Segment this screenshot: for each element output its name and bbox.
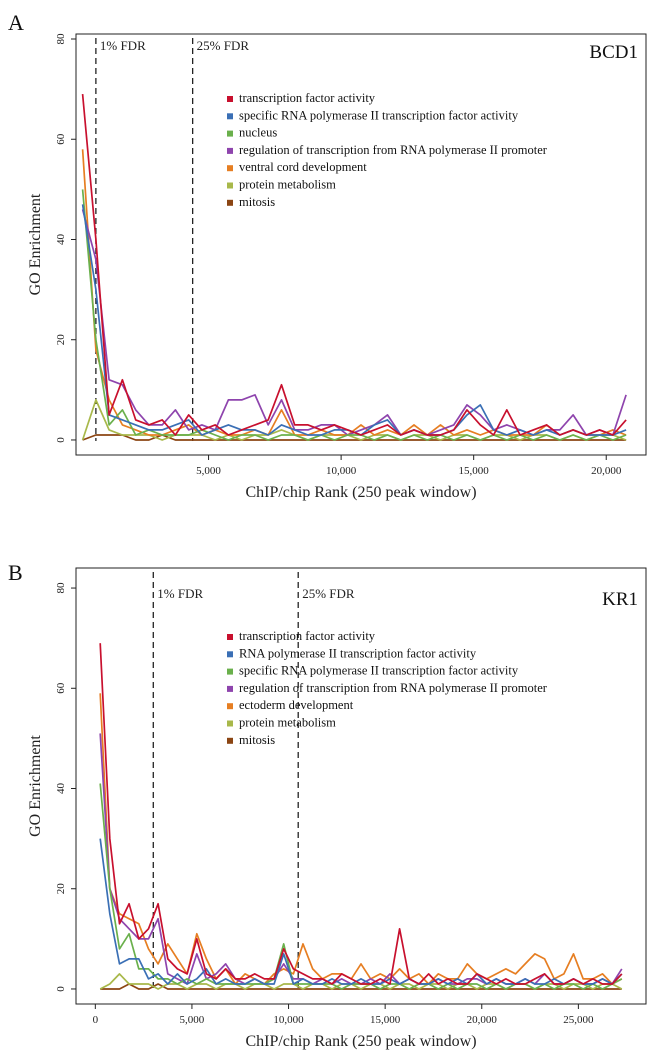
series-line-4 [99,733,623,985]
panel-b: B 0 20 40 60 80 0 5,000 10,000 15,000 20,000 25,000… [8,560,647,1050]
x-tick-label: 5,000 [196,465,221,477]
legend-swatch [227,165,233,172]
x-tick-label: 10,000 [273,1014,304,1026]
y-tick-label: 80 [55,582,67,594]
panel-letter: A [8,10,24,35]
legend-entry: ventral cord development [239,160,367,174]
legend-entry: RNA polymerase II transcription factor a… [239,646,477,660]
plot-frame [75,33,647,456]
x-tick-label: 10,000 [326,465,357,477]
legend-entry: regulation of transcription from RNA pol… [239,143,548,157]
series-line-4 [81,209,627,436]
x-tick-label: 20,000 [591,465,622,477]
legend-swatch [227,182,233,189]
y-tick-label: 0 [55,986,67,992]
fdr-label: 1% FDR [157,586,203,601]
x-axis-title: ChIP/chip Rank (250 peak window) [245,484,476,501]
legend-swatch [227,130,233,137]
x-tick-label: 20,000 [467,1014,498,1026]
y-tick-label: 80 [55,33,67,45]
series-line-2 [81,204,627,436]
legend-swatch [227,668,233,675]
legend-entry: transcription factor activity [239,629,376,643]
series-line-1 [81,94,627,436]
x-tick-label: 0 [93,1014,99,1026]
legend-entry: protein metabolism [239,178,336,192]
y-axis-title: GO Enrichment [27,193,44,295]
y-tick-label: 20 [55,883,67,895]
legend-entry: specific RNA polymerase II transcription… [239,108,519,122]
y-tick-label: 20 [55,334,67,346]
x-tick-label: 5,000 [180,1014,205,1026]
legend-swatch [227,199,233,206]
legend-swatch [227,634,233,640]
legend-entry: protein metabolism [239,716,336,730]
legend-swatch [227,703,233,710]
x-tick-label: 15,000 [370,1014,401,1026]
fdr-label: 1% FDR [100,38,146,53]
legend-entry: ectoderm development [239,698,354,712]
legend-swatch [227,113,233,120]
y-tick-label: 40 [55,233,67,245]
y-tick-label: 60 [55,133,67,145]
legend-entry: regulation of transcription from RNA pol… [239,681,548,695]
plot-frame [75,567,647,1005]
y-axis-title: GO Enrichment [27,735,44,837]
panel-name: KR1 [602,589,638,610]
legend-entry: nucleus [239,126,277,140]
series-line-2 [99,838,623,985]
legend-swatch [227,96,233,102]
fdr-label: 25% FDR [197,38,250,53]
fdr-label: 25% FDR [302,586,355,601]
panel-letter: B [8,560,23,585]
legend-swatch [227,147,233,154]
legend-swatch [227,720,233,727]
legend-swatch [227,685,233,692]
panel-a: A 0 20 40 60 80 5,000 10,000 15,000 20,000 ChIP/ch… [8,10,647,501]
legend-entry: mitosis [239,195,275,209]
x-tick-label: 25,000 [563,1014,594,1026]
x-axis-title: ChIP/chip Rank (250 peak window) [245,1033,476,1050]
legend-entry: transcription factor activity [239,91,376,105]
panel-name: BCD1 [589,42,638,63]
series-line-5 [99,693,623,985]
series-line-3 [81,189,627,441]
series-line-1 [99,643,623,985]
legend-entry: mitosis [239,733,275,747]
legend-swatch [227,651,233,658]
y-tick-label: 60 [55,682,67,694]
series-line-5 [81,149,627,436]
legend-swatch [227,737,233,744]
x-tick-label: 15,000 [459,465,490,477]
y-tick-label: 40 [55,783,67,795]
y-tick-label: 0 [55,437,67,443]
legend-entry: specific RNA polymerase II transcription… [239,664,519,678]
